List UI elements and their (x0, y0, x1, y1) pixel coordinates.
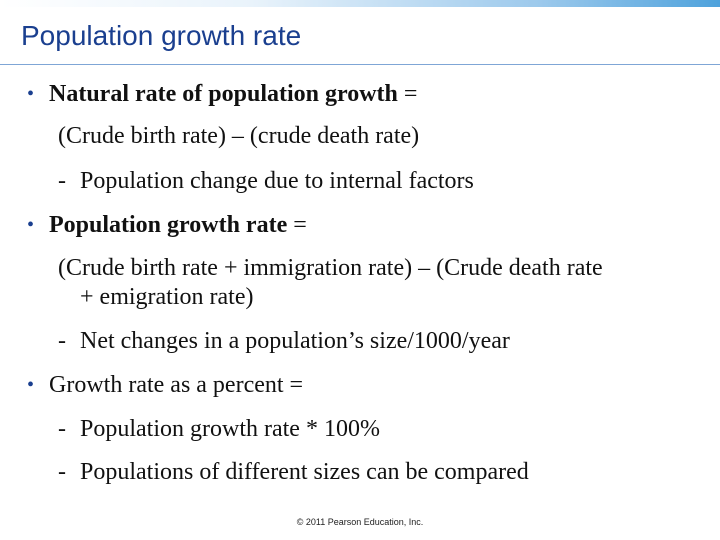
bullet-2-tail: = (287, 212, 307, 238)
sub-dash-icon: - (58, 168, 66, 194)
bullet-1-lead: Natural rate of population growth (49, 81, 398, 107)
bullet-2-formula-line-1: (Crude birth rate + immigration rate) – … (58, 255, 603, 281)
bullet-3-sub-2: Populations of different sizes can be co… (80, 459, 529, 485)
sub-dash-icon: - (58, 416, 66, 442)
bullet-1-tail: = (397, 81, 418, 107)
bullet-1-heading: Natural rate of population growth = (49, 80, 417, 109)
bullet-dot-icon: • (27, 374, 35, 396)
bullet-3-sub-1: Population growth rate * 100% (80, 416, 380, 442)
slide-title: Population growth rate (21, 20, 302, 51)
bullet-1-sub: Population change due to internal factor… (80, 168, 474, 194)
top-accent-bar (0, 0, 720, 7)
bullet-2-heading: Population growth rate = (49, 211, 307, 240)
bullet-dot-icon: • (27, 83, 35, 105)
sub-dash-icon: - (58, 459, 66, 485)
copyright-footer: © 2011 Pearson Education, Inc. (296, 517, 424, 527)
bullet-2-sub: Net changes in a population’s size/1000/… (80, 328, 510, 354)
bullet-dot-icon: • (27, 214, 35, 236)
bullet-3-heading: Growth rate as a percent = (49, 372, 304, 398)
bullet-2-formula-line-2: + emigration rate) (80, 284, 254, 310)
sub-dash-icon: - (58, 328, 66, 354)
title-divider (0, 64, 720, 65)
bullet-2-lead: Population growth rate (49, 212, 288, 238)
bullet-1-formula: (Crude birth rate) – (crude death rate) (58, 123, 420, 149)
